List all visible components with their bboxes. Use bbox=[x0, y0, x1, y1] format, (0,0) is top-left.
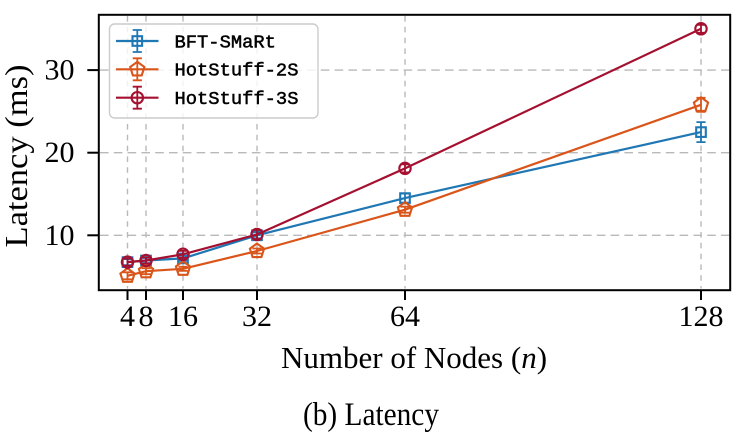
svg-text:HotStuff-3S: HotStuff-3S bbox=[175, 88, 299, 110]
svg-text:Latency (ms): Latency (ms) bbox=[0, 65, 34, 248]
svg-text:BFT-SMaRt: BFT-SMaRt bbox=[175, 31, 276, 53]
svg-text:4: 4 bbox=[120, 300, 135, 333]
svg-text:16: 16 bbox=[168, 300, 198, 333]
svg-text:Number of Nodes (n): Number of Nodes (n) bbox=[281, 340, 547, 375]
svg-text:64: 64 bbox=[390, 300, 420, 333]
svg-text:8: 8 bbox=[139, 300, 154, 333]
svg-text:30: 30 bbox=[45, 54, 75, 87]
svg-text:10: 10 bbox=[45, 219, 75, 252]
svg-text:HotStuff-2S: HotStuff-2S bbox=[175, 60, 299, 82]
svg-text:20: 20 bbox=[45, 136, 75, 169]
svg-text:128: 128 bbox=[679, 300, 724, 333]
svg-text:(b) Latency: (b) Latency bbox=[303, 397, 439, 433]
svg-text:32: 32 bbox=[242, 300, 272, 333]
